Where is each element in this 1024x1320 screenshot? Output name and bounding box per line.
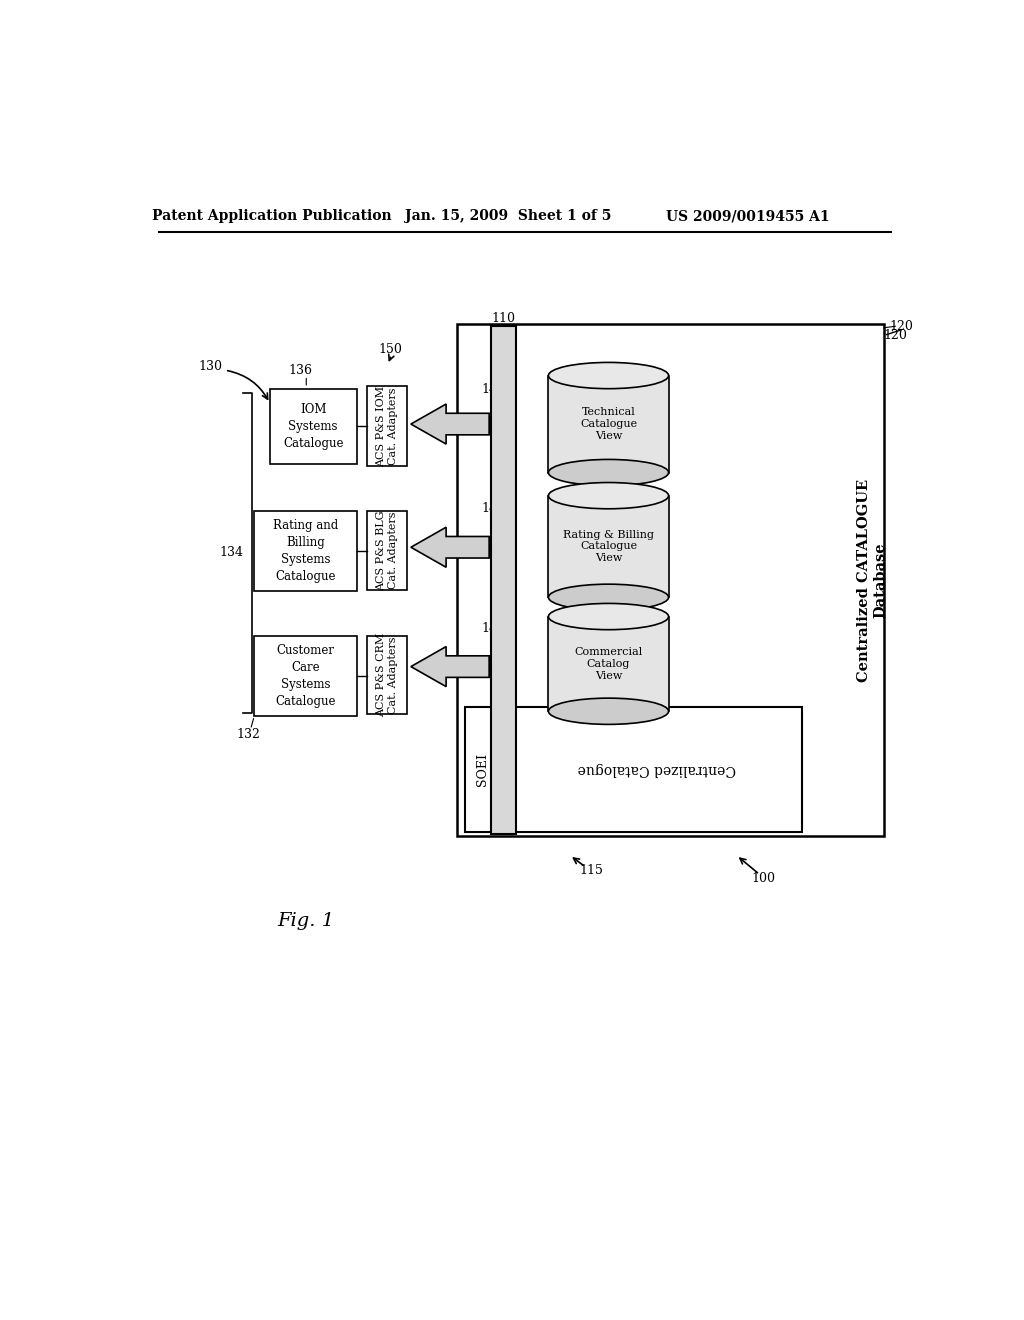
Ellipse shape [549, 459, 669, 486]
Bar [367, 636, 407, 714]
Text: 120: 120 [890, 319, 913, 333]
Bar [367, 385, 407, 466]
Bar [254, 511, 356, 591]
Text: US 2009/0019455 A1: US 2009/0019455 A1 [667, 209, 829, 223]
Text: Centralized CATALOGUE
Database: Centralized CATALOGUE Database [857, 479, 887, 682]
Text: ACS P&S BLG
Cat. Adapters: ACS P&S BLG Cat. Adapters [376, 510, 397, 590]
Text: 100: 100 [752, 871, 775, 884]
Polygon shape [411, 527, 489, 568]
Text: ACS P&S CRM
Cat. Adapters: ACS P&S CRM Cat. Adapters [376, 634, 397, 717]
Text: 132: 132 [237, 727, 260, 741]
Ellipse shape [549, 603, 669, 630]
Text: 146: 146 [482, 383, 506, 396]
Text: 110: 110 [492, 312, 515, 325]
Polygon shape [411, 647, 489, 686]
Ellipse shape [549, 698, 669, 725]
Bar [549, 616, 669, 711]
Text: 136: 136 [288, 364, 312, 378]
Text: 142: 142 [482, 502, 506, 515]
Text: Technical
Catalogue
View: Technical Catalogue View [580, 408, 637, 441]
Polygon shape [411, 404, 489, 444]
Text: 140: 140 [482, 622, 506, 635]
Bar [254, 636, 356, 715]
Ellipse shape [549, 585, 669, 610]
Ellipse shape [549, 363, 669, 388]
Text: IOM
Systems
Catalogue: IOM Systems Catalogue [283, 403, 343, 450]
Bar [490, 326, 515, 834]
Ellipse shape [549, 483, 669, 508]
Text: 115: 115 [580, 865, 603, 878]
Bar [465, 706, 802, 832]
Bar [549, 376, 669, 473]
Text: 134: 134 [219, 546, 243, 560]
Text: 130: 130 [199, 360, 223, 372]
Bar [367, 511, 407, 590]
Text: 120: 120 [884, 329, 907, 342]
Text: Commercial
Catalog
View: Commercial Catalog View [574, 647, 643, 681]
Bar [270, 389, 356, 465]
Text: SOEI: SOEI [476, 752, 488, 785]
Bar [549, 496, 669, 598]
Text: Jan. 15, 2009  Sheet 1 of 5: Jan. 15, 2009 Sheet 1 of 5 [404, 209, 611, 223]
Text: Rating & Billing
Catalogue
View: Rating & Billing Catalogue View [563, 529, 654, 564]
Text: 150: 150 [378, 343, 401, 356]
Text: ACS P&S IOM
Cat. Adapters: ACS P&S IOM Cat. Adapters [376, 385, 397, 466]
Bar [458, 323, 884, 836]
Text: Customer
Care
Systems
Catalogue: Customer Care Systems Catalogue [275, 644, 336, 708]
Text: Centralized Catalogue: Centralized Catalogue [578, 763, 736, 776]
Text: Rating and
Billing
Systems
Catalogue: Rating and Billing Systems Catalogue [272, 519, 338, 583]
Text: Patent Application Publication: Patent Application Publication [152, 209, 391, 223]
Text: Fig. 1: Fig. 1 [278, 912, 335, 929]
